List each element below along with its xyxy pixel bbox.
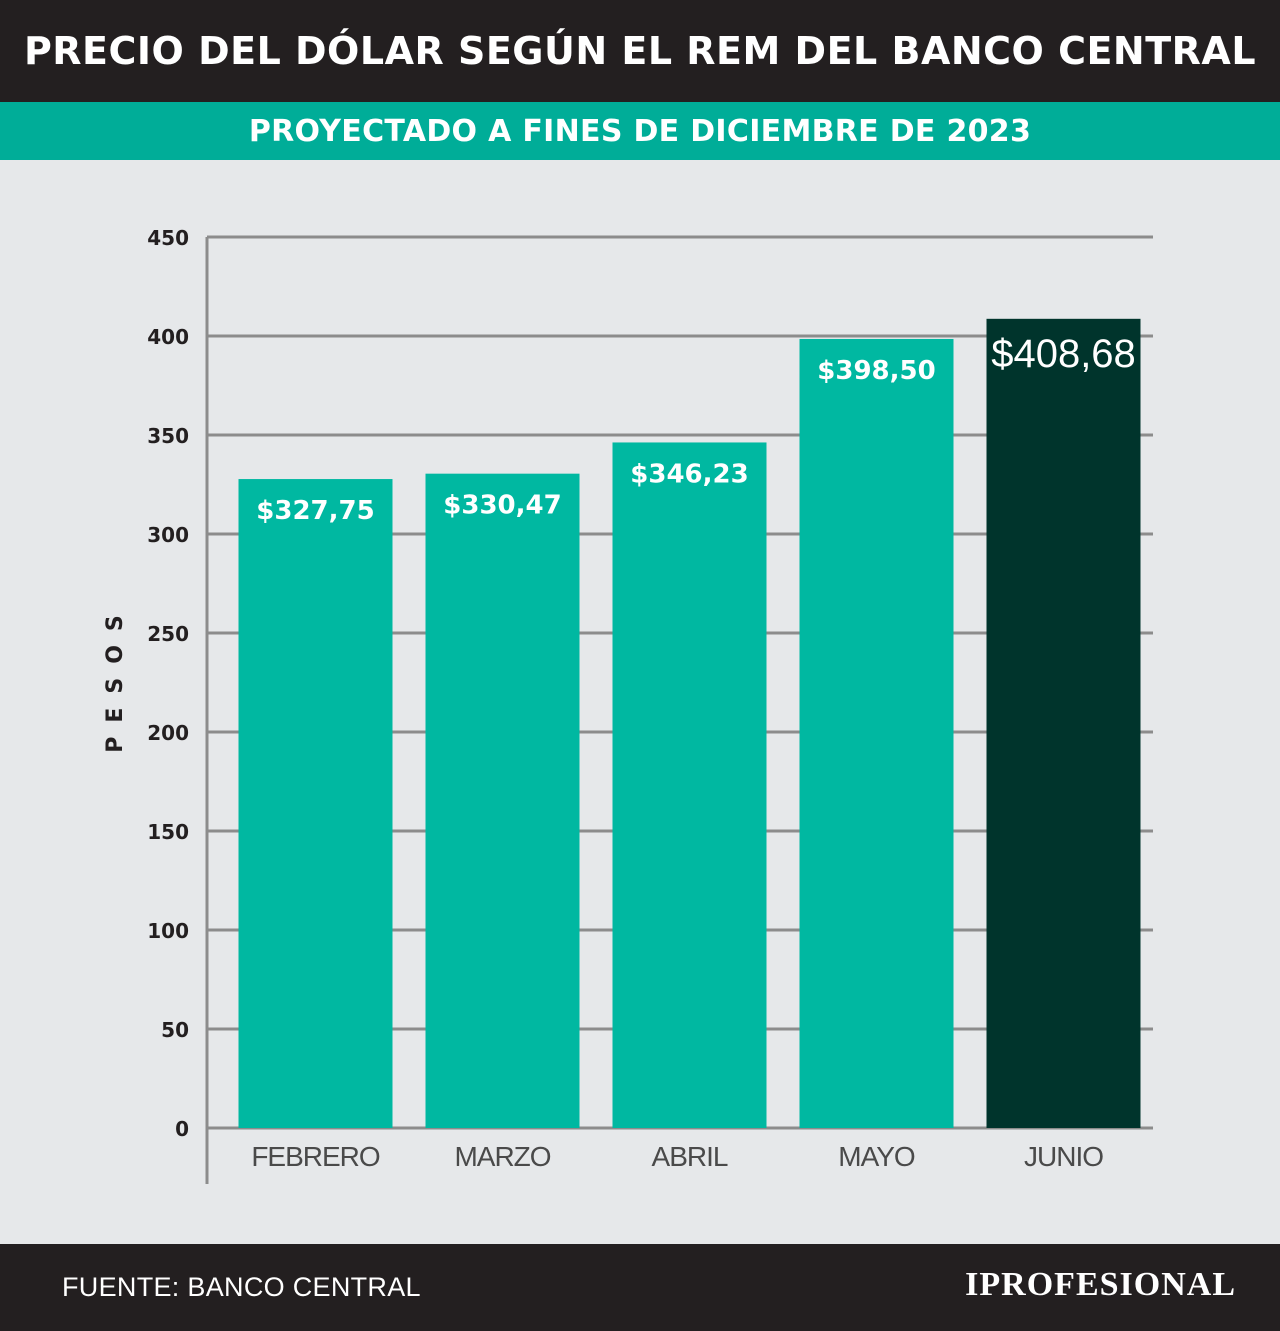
y-tick-label: 250 xyxy=(147,622,189,646)
chart-footer: FUENTE: BANCO CENTRAL IPROFESIONAL xyxy=(0,1244,1280,1331)
bar-value-label: $327,75 xyxy=(256,496,374,526)
bar-mayo xyxy=(799,338,954,1129)
chart-header: PRECIO DEL DÓLAR SEGÚN EL REM DEL BANCO … xyxy=(0,0,1280,102)
chart-subheader: PROYECTADO A FINES DE DICIEMBRE DE 2023 xyxy=(0,102,1280,160)
bar-marzo xyxy=(425,473,580,1128)
x-tick-label: MAYO xyxy=(838,1141,915,1172)
y-tick-label: 100 xyxy=(147,919,189,943)
bar-abril xyxy=(612,442,767,1128)
bar-junio xyxy=(986,318,1141,1128)
y-tick-label: 150 xyxy=(147,820,189,844)
chart-area: 0 50 100 150 200 250 300 350 400 450 PESOS $327,75 F… xyxy=(0,160,1280,1244)
y-tick-label: 400 xyxy=(147,325,189,349)
y-tick-label: 300 xyxy=(147,523,189,547)
x-tick-label: JUNIO xyxy=(1024,1141,1103,1172)
y-axis-label: PESOS xyxy=(103,601,128,753)
y-tick-label: 50 xyxy=(161,1018,189,1042)
publisher-logo: IPROFESIONAL xyxy=(965,1266,1236,1303)
x-tick-label: FEBRERO xyxy=(251,1141,380,1172)
x-tick-label: ABRIL xyxy=(652,1141,728,1172)
bar-febrero xyxy=(238,479,393,1128)
bar-value-label: $408,68 xyxy=(991,332,1136,376)
y-tick-label: 0 xyxy=(175,1117,189,1141)
bar-chart: 0 50 100 150 200 250 300 350 400 450 PESOS $327,75 F… xyxy=(103,226,1153,1184)
bar-value-label: $346,23 xyxy=(630,459,748,489)
chart-title: PRECIO DEL DÓLAR SEGÚN EL REM DEL BANCO … xyxy=(23,29,1257,73)
bar-value-label: $398,50 xyxy=(817,356,935,386)
bar-value-label: $330,47 xyxy=(443,491,561,521)
y-tick-label: 450 xyxy=(147,226,189,250)
chart-subtitle: PROYECTADO A FINES DE DICIEMBRE DE 2023 xyxy=(248,113,1032,149)
source-label: FUENTE: BANCO CENTRAL xyxy=(62,1272,421,1302)
x-tick-label: MARZO xyxy=(454,1141,550,1172)
y-tick-label: 200 xyxy=(147,721,189,745)
y-tick-label: 350 xyxy=(147,424,189,448)
